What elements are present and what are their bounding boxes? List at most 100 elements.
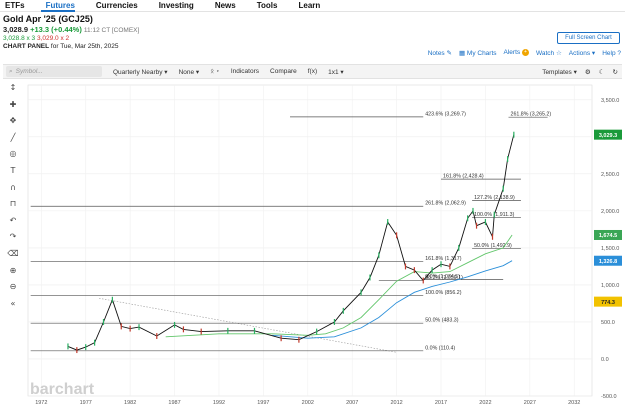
help-link[interactable]: Help ? — [602, 49, 621, 57]
lock-icon[interactable]: ⊓ — [9, 199, 17, 209]
overlay-dropdown[interactable]: None ▾ — [178, 68, 200, 76]
tab-news[interactable]: News — [214, 1, 236, 10]
undo-icon[interactable]: ↶ — [9, 215, 17, 225]
compare-button[interactable]: Compare — [270, 68, 297, 75]
fib-level-label: 127.2% (2,138.9) — [474, 195, 515, 201]
price-badge — [594, 229, 622, 240]
x-tick-label: 1992 — [213, 400, 225, 406]
x-tick-label: 2007 — [346, 400, 358, 406]
crosshair-icon[interactable]: ✚ — [9, 99, 17, 109]
price-badge-label: 1,674.5 — [599, 233, 617, 239]
tab-investing[interactable]: Investing — [158, 1, 194, 10]
text-tool-icon[interactable]: T — [10, 165, 16, 175]
y-tick-label: 3,500.0 — [601, 98, 619, 104]
moving-average-green — [165, 234, 513, 338]
symbol-search-input[interactable]: ⌕ Symbol... — [6, 66, 102, 77]
watch-label: Watch — [535, 50, 555, 57]
search-icon: ⌕ — [9, 67, 13, 75]
bar-type-dropdown[interactable]: ᛟ ▾ — [210, 68, 220, 75]
magnet-icon[interactable]: ∩ — [10, 182, 16, 192]
cursor-icon[interactable]: ↕ — [9, 83, 17, 92]
y-tick-label: -500.0 — [601, 394, 617, 400]
templates-dropdown[interactable]: Templates ▾ — [542, 68, 577, 76]
panel-date: for Tue, Mar 25th, 2025 — [50, 43, 119, 50]
redo-icon[interactable]: ↷ — [9, 232, 17, 242]
y-tick-label: 2,000.0 — [601, 209, 619, 215]
price-change: +13.3 (+0.44%) — [30, 25, 82, 34]
ask: 3,029.0 x 2 — [36, 35, 70, 42]
price-line: 3,028.9 +13.3 (+0.44%) 11:12 CT [COMEX] — [3, 25, 139, 34]
x-tick-label: 2017 — [435, 400, 447, 406]
fullscreen-chart-button[interactable]: Full Screen Chart — [557, 32, 620, 44]
tab-tools[interactable]: Tools — [256, 1, 278, 10]
ratio-dropdown[interactable]: 1x1 ▾ — [328, 68, 344, 76]
help-label: Help — [602, 49, 616, 57]
move-icon[interactable]: ✥ — [9, 116, 17, 126]
fib-level-label: 0.0% (110.4) — [425, 345, 455, 351]
delete-icon[interactable]: ⌫ — [7, 248, 19, 258]
bid-ask: 3,028.8 x 3 3,029.0 x 2 — [3, 35, 139, 42]
fib-level-label: 50.0% (1,492.9) — [474, 243, 512, 249]
fib-level-label: 423.6% (3,269.7) — [425, 111, 466, 117]
x-tick-label: 2012 — [390, 400, 402, 406]
templates-label: Templates — [542, 68, 572, 76]
theme-moon-icon[interactable]: ☾ — [598, 68, 605, 76]
period-dropdown[interactable]: Quarterly Nearby ▾ — [113, 68, 168, 76]
target-icon[interactable]: ◎ — [9, 149, 17, 159]
fib-level-label: 38.2% (1,059.1) — [425, 275, 463, 281]
tab-currencies[interactable]: Currencies — [95, 1, 138, 10]
fib-level-label: 261.8% (3,265.2) — [511, 112, 552, 118]
watch-link[interactable]: Watch ☆ — [535, 50, 562, 57]
symbol-placeholder: Symbol... — [15, 68, 43, 75]
ratio-label: 1x1 — [328, 68, 339, 76]
barchart-watermark: barchart — [30, 381, 95, 398]
mycharts-label: My Charts — [466, 50, 497, 57]
notes-link[interactable]: Notes ✎ — [427, 50, 452, 57]
trendline — [99, 297, 397, 353]
chart-actions: Notes ✎ ▦ My Charts Alerts + Watch ☆ Act… — [428, 49, 621, 57]
last-price: 3,028.9 — [3, 25, 29, 34]
x-tick-label: 2032 — [568, 400, 580, 406]
alerts-link[interactable]: Alerts + — [503, 49, 529, 57]
tab-futures[interactable]: Futures — [40, 0, 75, 12]
fib-level-label: 261.8% (2,062.9) — [425, 201, 466, 207]
overlay-label: None — [178, 68, 195, 76]
plot-area — [27, 84, 593, 397]
tab-learn[interactable]: Learn — [298, 1, 321, 10]
instrument-title: Gold Apr '25 (GCJ25) — [3, 14, 93, 24]
zoom-out-icon[interactable]: ⊖ — [9, 282, 17, 292]
alerts-label: Alerts — [503, 49, 521, 57]
fib-level-label: 161.8% (1,317) — [425, 256, 461, 262]
collapse-icon[interactable]: « — [10, 298, 16, 308]
tab-etfs[interactable]: ETFs — [5, 1, 25, 10]
y-tick-label: 500.0 — [601, 320, 615, 326]
price-badge-label: 774.3 — [601, 300, 615, 306]
settings-gear-icon[interactable]: ⚙ — [584, 68, 591, 76]
candlestick-icon: ᛟ — [210, 68, 215, 75]
mycharts-link[interactable]: ▦ My Charts — [458, 50, 497, 57]
price-badge — [594, 296, 622, 307]
x-tick-label: 2002 — [302, 400, 314, 406]
moving-average-blue — [272, 260, 513, 339]
price-badge — [594, 129, 622, 140]
refresh-icon[interactable]: ↻ — [612, 68, 618, 76]
top-nav: ETFs Futures Currencies Investing News T… — [0, 0, 625, 12]
y-tick-label: 1,000.0 — [601, 283, 619, 289]
fx-button[interactable]: f(x) — [307, 68, 318, 75]
actions-menu[interactable]: Actions ▾ — [568, 50, 596, 57]
drawing-tools-sidebar: ↕ ✚ ✥ ╱ ◎ T ∩ ⊓ ↶ ↷ ⌫ ⊕ ⊖ « — [0, 82, 26, 400]
price-chart[interactable]: 3,500.03,000.02,500.02,000.01,500.01,000… — [0, 80, 625, 408]
quote-time: 11:12 CT [COMEX] — [83, 27, 140, 34]
chart-panel-label: CHART PANEL for Tue, Mar 25th, 2025 — [3, 43, 139, 50]
chart-toolbar: ⌕ Symbol... Quarterly Nearby ▾ None ▾ ᛟ … — [3, 64, 622, 79]
x-tick-label: 1982 — [124, 400, 136, 406]
x-tick-label: 2022 — [479, 400, 491, 406]
y-tick-label: 0.0 — [601, 357, 609, 363]
zoom-in-icon[interactable]: ⊕ — [9, 265, 17, 275]
fib-level-label: 161.8% (2,428.4) — [443, 174, 484, 180]
indicators-button[interactable]: Indicators — [230, 68, 260, 75]
x-tick-label: 1977 — [80, 400, 92, 406]
line-tool-icon[interactable]: ╱ — [10, 132, 16, 142]
fib-level-label: 0.0% (1,074.5) — [425, 274, 460, 280]
x-tick-label: 1987 — [168, 400, 180, 406]
